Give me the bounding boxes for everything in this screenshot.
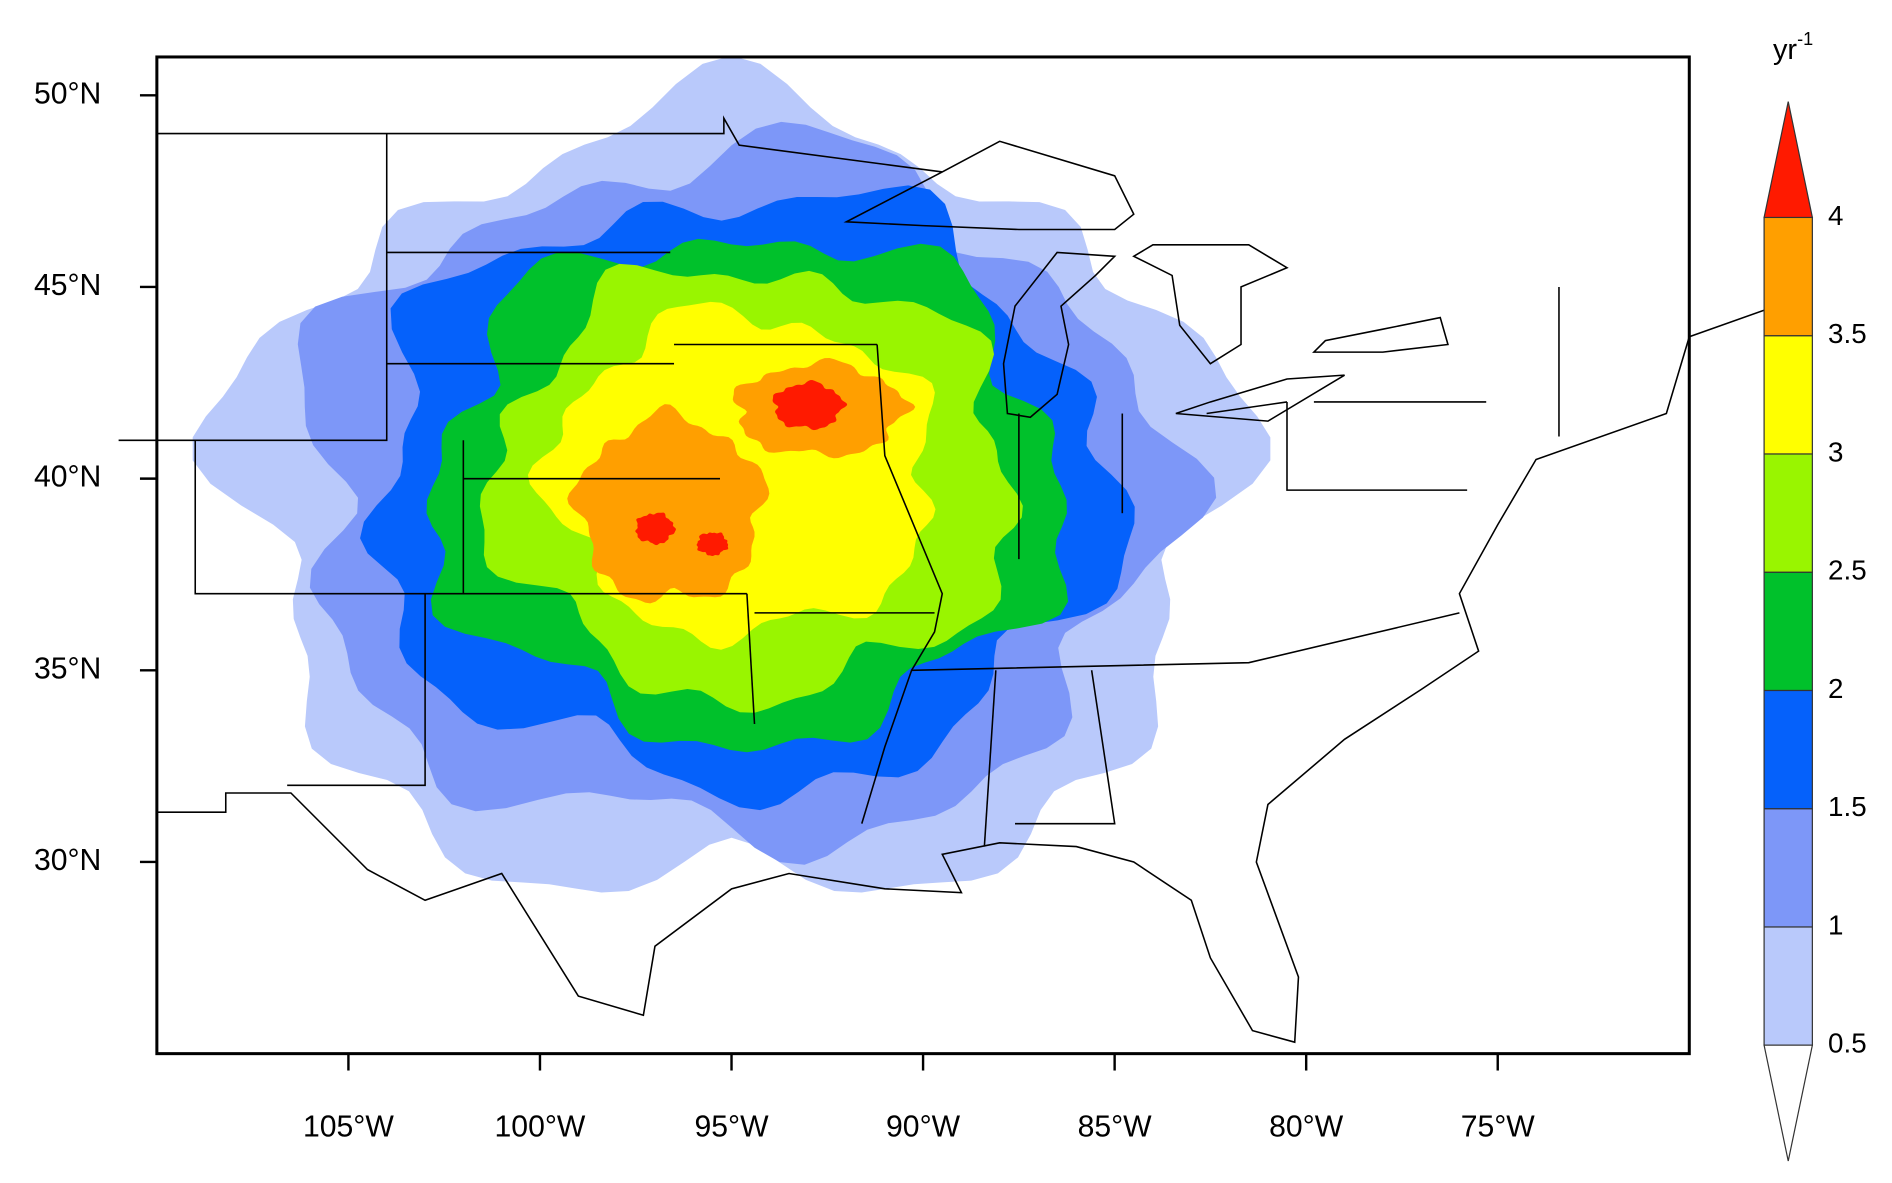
lake — [1002, 251, 1117, 419]
map-outlines — [118, 115, 1809, 1044]
colorbar-unit-exponent: -1 — [1797, 29, 1813, 49]
x-tick-label: 95°W — [694, 1110, 769, 1143]
map-frame — [155, 55, 1691, 1056]
colorbar-band — [1763, 335, 1813, 455]
x-tick-label: 85°W — [1078, 1110, 1153, 1143]
x-tick-label: 105°W — [303, 1110, 394, 1143]
colorbar-under — [1763, 1044, 1814, 1162]
contour-region — [772, 379, 848, 431]
axes: 105°W 100°W 95°W 90°W 85°W 80°W 75°W 30°N 35°N 40… — [34, 77, 1535, 1143]
colorbar-label: 1.5 — [1828, 791, 1867, 822]
colorbar-label: 3.5 — [1828, 318, 1867, 349]
colorbar-unit-base: yr — [1773, 34, 1797, 66]
border — [983, 670, 997, 847]
x-tick-label: 75°W — [1461, 1110, 1536, 1143]
colorbar-label: 2.5 — [1828, 555, 1867, 586]
border — [911, 612, 1460, 672]
y-tick-label: 45°N — [34, 269, 101, 302]
border — [1015, 670, 1116, 825]
border — [194, 440, 747, 595]
contour-fills — [192, 56, 1271, 893]
colorbar-band — [1763, 926, 1813, 1046]
colorbar-label: 0.5 — [1828, 1028, 1867, 1059]
border — [861, 344, 944, 824]
x-tick-label: 100°W — [495, 1110, 586, 1143]
y-tick-label: 30°N — [34, 844, 101, 877]
coastline — [156, 293, 1809, 1044]
lake — [1175, 374, 1345, 422]
x-tick-label: 90°W — [886, 1110, 961, 1143]
border — [1206, 401, 1288, 415]
colorbar-label: 2 — [1828, 673, 1843, 704]
colorbar-unit: yr-1 — [1773, 29, 1813, 66]
colorbar: 0.5 1 1.5 2 2.5 3 3.5 4 — [1763, 101, 1867, 1162]
y-tick-label: 50°N — [34, 77, 101, 110]
colorbar-band — [1763, 216, 1813, 337]
colorbar-over — [1763, 101, 1814, 219]
contour-region — [635, 512, 676, 546]
y-tick-label: 35°N — [34, 652, 101, 685]
colorbar-band — [1763, 571, 1813, 692]
colorbar-band — [1763, 808, 1813, 928]
lake — [843, 140, 1135, 231]
y-tick-label: 40°N — [34, 461, 101, 494]
colorbar-label: 1 — [1828, 909, 1843, 940]
lake — [1132, 244, 1289, 365]
border — [118, 133, 388, 442]
colorbar-band — [1763, 453, 1813, 573]
border — [1286, 401, 1468, 491]
colorbar-band — [1763, 689, 1813, 810]
x-tick-label: 80°W — [1269, 1110, 1344, 1143]
contour-region — [696, 532, 729, 557]
border — [287, 593, 426, 787]
border — [746, 593, 756, 725]
colorbar-label: 3 — [1828, 436, 1843, 467]
border — [156, 115, 943, 173]
colorbar-label: 4 — [1828, 200, 1843, 231]
lake — [1312, 316, 1449, 353]
